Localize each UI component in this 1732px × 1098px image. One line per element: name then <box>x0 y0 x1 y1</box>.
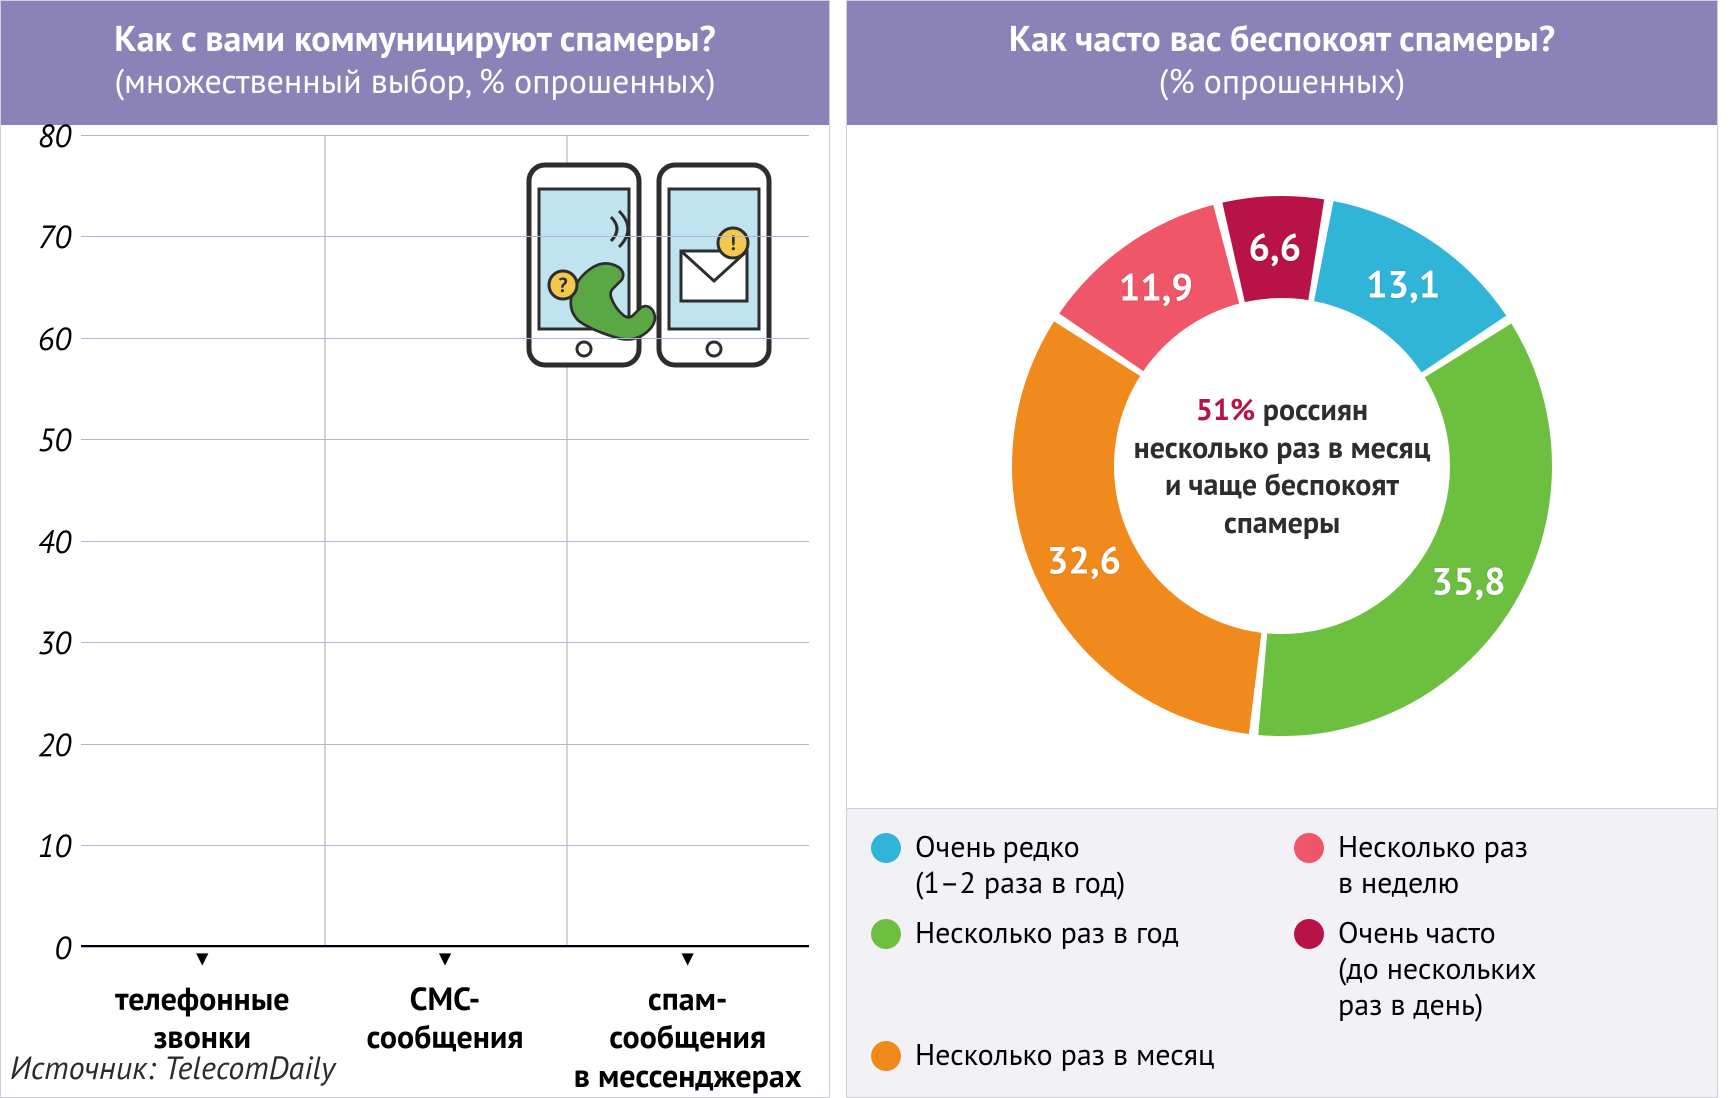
donut-slice-label: 11,9 <box>1119 263 1193 312</box>
donut-slice-label: 6,6 <box>1248 223 1301 272</box>
bar-chart: 77,460,447 ? <box>1 125 829 1098</box>
phones-illustration: ? ! <box>519 155 779 375</box>
bar-subtitle: (множественный выбор, % опрошенных) <box>13 60 817 103</box>
legend-text: Очень часто(до несколькихраз в день) <box>1338 915 1536 1023</box>
legend-swatch <box>871 833 901 863</box>
svg-text:?: ? <box>558 272 567 298</box>
y-tick: 40 <box>11 520 71 562</box>
legend-text: Очень редко(1–2 раза в год) <box>915 829 1125 901</box>
grid-line <box>81 744 809 745</box>
donut-legend: Очень редко(1–2 раза в год) Несколько раз… <box>847 808 1717 1097</box>
grid-line <box>81 642 809 643</box>
donut-center-rest: россиян несколько раз в месяц и чаще бес… <box>1134 390 1431 542</box>
legend-text: Несколько раз в год <box>915 915 1179 951</box>
y-tick: 50 <box>11 418 71 460</box>
y-tick: 60 <box>11 317 71 359</box>
donut-chart: 51% россиян несколько раз в месяц и чаще… <box>847 125 1717 809</box>
y-tick: 10 <box>11 824 71 866</box>
source-label: Источник: TelecomDaily <box>10 1046 335 1088</box>
y-tick: 20 <box>11 723 71 765</box>
legend-item-very_rarely: Очень редко(1–2 раза в год) <box>871 829 1270 901</box>
donut-center-pct: 51% <box>1196 390 1255 429</box>
legend-item-few_per_month: Несколько раз в месяц <box>871 1037 1270 1073</box>
x-label: СМС-сообщения <box>330 947 560 1097</box>
donut-slice-label: 13,1 <box>1366 259 1440 308</box>
grid-line <box>81 135 809 136</box>
grid-line <box>81 338 809 339</box>
legend-swatch <box>1294 919 1324 949</box>
donut-header: Как часто вас беспокоят спамеры? (% опро… <box>847 1 1717 125</box>
donut-slice-label: 35,8 <box>1431 557 1505 606</box>
bar-plot: 77,460,447 ? <box>81 135 809 948</box>
donut-title: Как часто вас беспокоят спамеры? <box>859 15 1705 60</box>
grid-line <box>81 541 809 542</box>
donut-center-text: 51% россиян несколько раз в месяц и чаще… <box>1132 391 1432 541</box>
legend-item-few_per_week: Несколько разв неделю <box>1294 829 1693 901</box>
y-tick: 30 <box>11 621 71 663</box>
panel-bar: Как с вами коммуницируют спамеры? (множе… <box>0 0 830 1098</box>
legend-swatch <box>871 1041 901 1071</box>
donut-wrap: 51% россиян несколько раз в месяц и чаще… <box>1002 186 1562 746</box>
legend-text: Несколько раз в месяц <box>915 1037 1214 1073</box>
y-tick: 70 <box>11 215 71 257</box>
legend-swatch <box>1294 833 1324 863</box>
panel-donut: Как часто вас беспокоят спамеры? (% опро… <box>846 0 1718 1098</box>
y-tick: 0 <box>11 926 71 968</box>
legend-item-very_often: Очень часто(до несколькихраз в день) <box>1294 915 1693 1023</box>
grid-line <box>81 439 809 440</box>
legend-text: Несколько разв неделю <box>1338 829 1528 901</box>
legend-item-few_per_year: Несколько раз в год <box>871 915 1270 1023</box>
y-tick: 80 <box>11 114 71 156</box>
bar-title: Как с вами коммуницируют спамеры? <box>13 15 817 60</box>
infographic-root: Как с вами коммуницируют спамеры? (множе… <box>0 0 1732 1098</box>
legend-swatch <box>871 919 901 949</box>
donut-subtitle: (% опрошенных) <box>859 60 1705 103</box>
x-label: спам-сообщенияв мессенджерах <box>573 947 803 1097</box>
grid-line <box>81 845 809 846</box>
svg-text:!: ! <box>730 230 736 256</box>
bar-header: Как с вами коммуницируют спамеры? (множе… <box>1 1 829 125</box>
grid-line <box>81 236 809 237</box>
donut-slice-label: 32,6 <box>1047 535 1121 584</box>
